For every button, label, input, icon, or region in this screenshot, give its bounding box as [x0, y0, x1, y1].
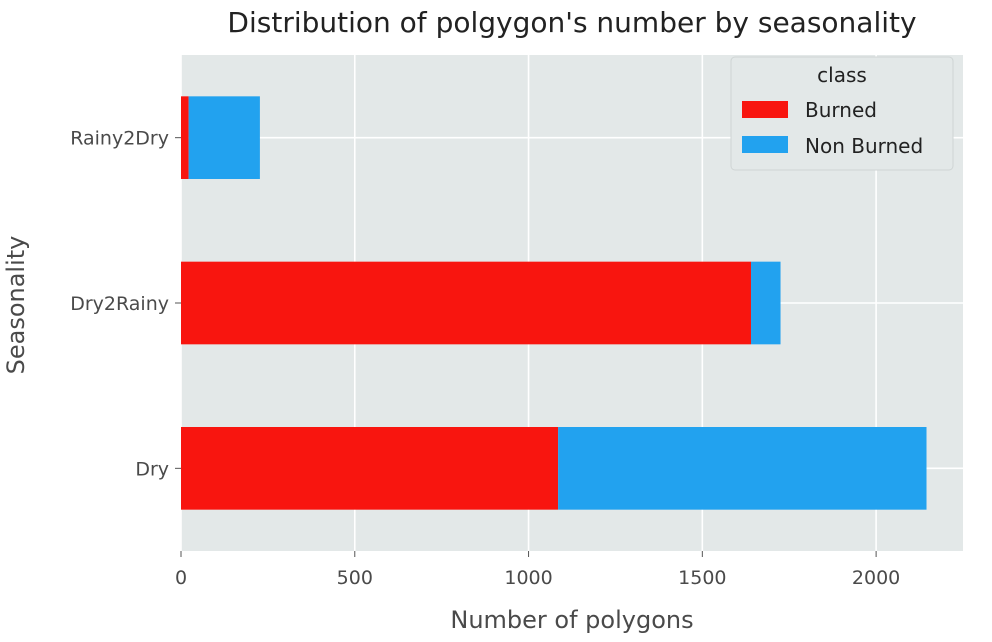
y-ticks: Dry Dry2Rainy Rainy2Dry	[70, 128, 181, 480]
y-tick-label: Dry2Rainy	[70, 293, 169, 315]
legend-swatch-burned	[742, 101, 788, 118]
legend-label-burned: Burned	[805, 98, 877, 122]
chart-title: Distribution of polgygon's number by sea…	[227, 6, 916, 39]
bar-non-burned	[188, 96, 260, 179]
legend-title: class	[817, 63, 867, 87]
bar-non-burned	[558, 427, 927, 510]
bar-burned	[181, 427, 559, 510]
legend-swatch-non-burned	[742, 136, 788, 153]
x-tick-label: 2000	[852, 567, 900, 589]
x-ticks: 0 500 1000 1500 2000	[175, 551, 900, 589]
y-tick-label: Dry	[135, 458, 169, 480]
bars	[181, 96, 927, 510]
bar-burned	[181, 96, 189, 179]
bar-non-burned	[750, 261, 781, 345]
y-tick-label: Rainy2Dry	[70, 128, 169, 150]
legend-label-non-burned: Non Burned	[805, 134, 923, 158]
x-tick-label: 500	[337, 567, 373, 589]
bar-burned	[181, 261, 751, 345]
x-tick-label: 0	[175, 567, 187, 589]
x-tick-label: 1500	[678, 567, 726, 589]
legend: class Burned Non Burned	[730, 56, 954, 171]
x-axis-label: Number of polygons	[450, 606, 693, 634]
y-axis-label: Seasonality	[2, 236, 30, 375]
x-tick-label: 1000	[504, 567, 552, 589]
